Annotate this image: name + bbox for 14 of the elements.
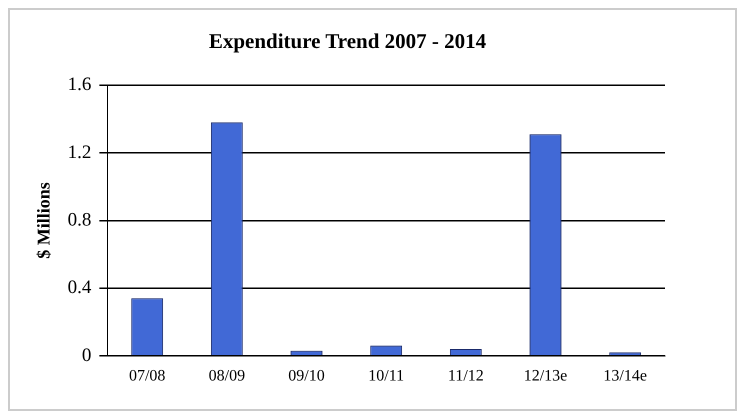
- y-tick-label: 0.4: [68, 277, 92, 298]
- y-tick-label: 0.8: [68, 209, 92, 230]
- y-tick-label: 1.6: [68, 74, 92, 96]
- x-tick-label: 10/11: [368, 368, 404, 385]
- x-tick-label: 07/08: [128, 368, 166, 385]
- x-tick-label: 13/14e: [603, 368, 647, 385]
- y-axis-title: $ Millions: [33, 182, 54, 259]
- x-tick-label: 11/12: [448, 368, 484, 385]
- x-tick-label: 12/13e: [524, 368, 568, 385]
- chart-title: Expenditure Trend 2007 - 2014: [208, 29, 487, 54]
- y-tick-label: 0: [82, 344, 92, 366]
- y-tick-label: 1.2: [68, 142, 92, 163]
- x-tick-label: 08/09: [208, 368, 246, 385]
- x-tick-label: 09/10: [288, 368, 325, 385]
